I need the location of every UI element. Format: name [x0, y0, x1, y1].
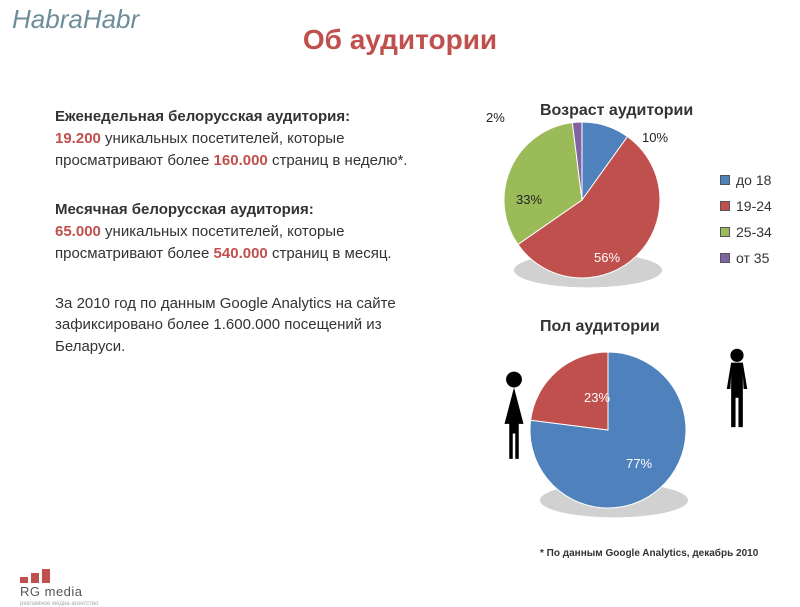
rg-media-logo: RG media рекламное медиа-агентство: [20, 565, 110, 607]
rg-logo-text: RG media: [20, 584, 83, 599]
pie-data-label: 10%: [642, 130, 668, 145]
rg-logo-subtext: рекламное медиа-агентство: [20, 601, 110, 607]
pie-data-label: 2%: [486, 110, 505, 125]
pie-data-label: 77%: [626, 456, 652, 471]
slide-root: HabraHabr Об аудитории Еженедельная бело…: [0, 0, 800, 600]
pie-data-label: 33%: [516, 192, 542, 207]
man-icon: [722, 348, 752, 430]
footnote: * По данным Google Analytics, декабрь 20…: [540, 548, 758, 559]
pie-data-label: 56%: [594, 250, 620, 265]
pie-data-label: 23%: [584, 390, 610, 405]
gender-pie-chart: [0, 0, 800, 600]
woman-icon: [498, 370, 530, 462]
